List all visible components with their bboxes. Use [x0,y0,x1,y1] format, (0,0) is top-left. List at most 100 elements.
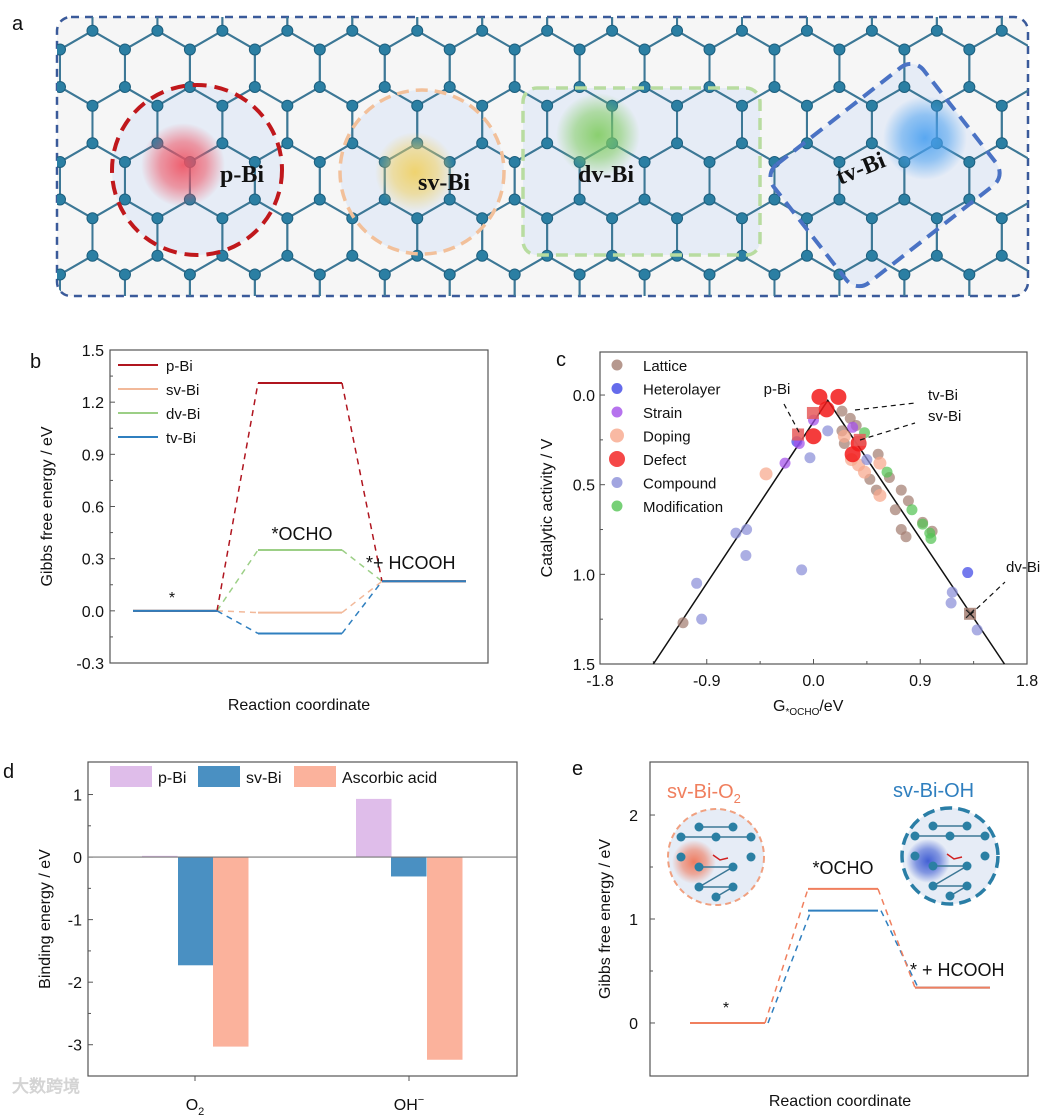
atom [573,268,586,281]
atom [800,249,813,262]
x-axis-label: Reaction coordinate [228,697,370,714]
bond [546,198,581,220]
bond [157,312,189,331]
bond [806,142,840,163]
data-point [971,624,983,636]
y-tick-label: 0.3 [82,552,104,569]
atom [476,99,489,112]
bond [546,254,581,276]
atom [0,157,1,168]
atom [928,861,938,871]
atom [313,156,326,168]
bond [385,312,417,331]
label-p-bi: p-Bi [220,162,264,188]
bond [514,254,548,276]
bond [157,312,189,331]
atom [910,851,920,861]
atom [508,193,521,206]
transition-line [341,549,383,582]
atom [703,156,716,168]
bond [514,29,548,51]
atom [638,156,651,168]
transition-line [767,910,812,1024]
atom [672,325,683,336]
bond [416,254,451,276]
bond [1034,87,1041,106]
bond [839,368,871,387]
atom [443,43,456,56]
legend-label: p-Bi [158,770,186,787]
atom [898,268,911,281]
panel-d-chart: d 1 0 -1 -2 -3 Binding energy / eV O2 OH− p-Bi sv-… [3,761,518,1118]
annotation-leader [859,422,916,441]
atom [638,268,651,281]
y-tick-label: -0.3 [76,656,104,673]
volcano-line [652,399,1006,665]
bond [417,312,449,331]
atom [801,325,812,336]
atom [119,307,130,318]
atom [865,137,878,150]
data-point [677,617,689,629]
panel-a: ap-Bi sv-Bi dv-Bi tv-Bi [0,13,1041,387]
transition-line [216,549,259,612]
bond [644,29,678,51]
y-tick-label: 0 [629,1016,638,1033]
y-tick-label: 0.5 [573,478,595,495]
atom [248,268,261,281]
atom [444,307,455,318]
bond [1001,254,1028,276]
bond [1002,312,1034,331]
atom [183,268,196,281]
bond [710,312,742,331]
highlight-marker-dv-Bi [853,433,866,446]
bond [871,29,905,51]
bi-atom-glow [141,123,225,207]
bond [0,368,28,387]
transition-line [341,580,383,614]
panel-letter-d: d [3,761,14,783]
bond [124,86,158,107]
bond [416,29,451,51]
atom [995,137,1008,150]
bond [0,256,28,275]
series-Compound [691,425,983,636]
bond [482,368,514,387]
atom [443,268,456,281]
atom [57,81,66,93]
atom [711,832,721,842]
atom [411,24,424,37]
atom [346,24,359,37]
panel-letter-b: b [30,351,41,373]
data-point [830,388,847,405]
bond [968,254,1003,276]
x-tick-label: 0.9 [909,673,931,690]
atom [898,43,911,56]
x-axis-label-part: *OCHO [785,707,819,718]
atom [931,325,942,336]
y-tick-label: 0 [73,850,82,867]
bond [28,312,60,331]
bond [579,29,613,51]
atom [573,193,586,206]
bond [968,29,1003,51]
y-tick-label: 1.5 [573,657,595,674]
cross-marker [965,609,975,619]
bond [384,29,418,51]
data-point [917,518,929,530]
bond [1034,256,1041,275]
atom [962,861,972,871]
bond [838,142,873,163]
series-sv-Bi [133,580,466,614]
data-point [889,504,901,516]
atom [281,137,294,150]
atom [769,307,780,318]
atom [800,99,813,112]
atom [728,882,738,892]
atom [0,194,1,205]
atom [910,831,920,841]
legend-label: p-Bi [166,358,193,375]
bond [838,29,873,51]
category-label: OH− [394,1094,424,1114]
atom [87,325,98,336]
